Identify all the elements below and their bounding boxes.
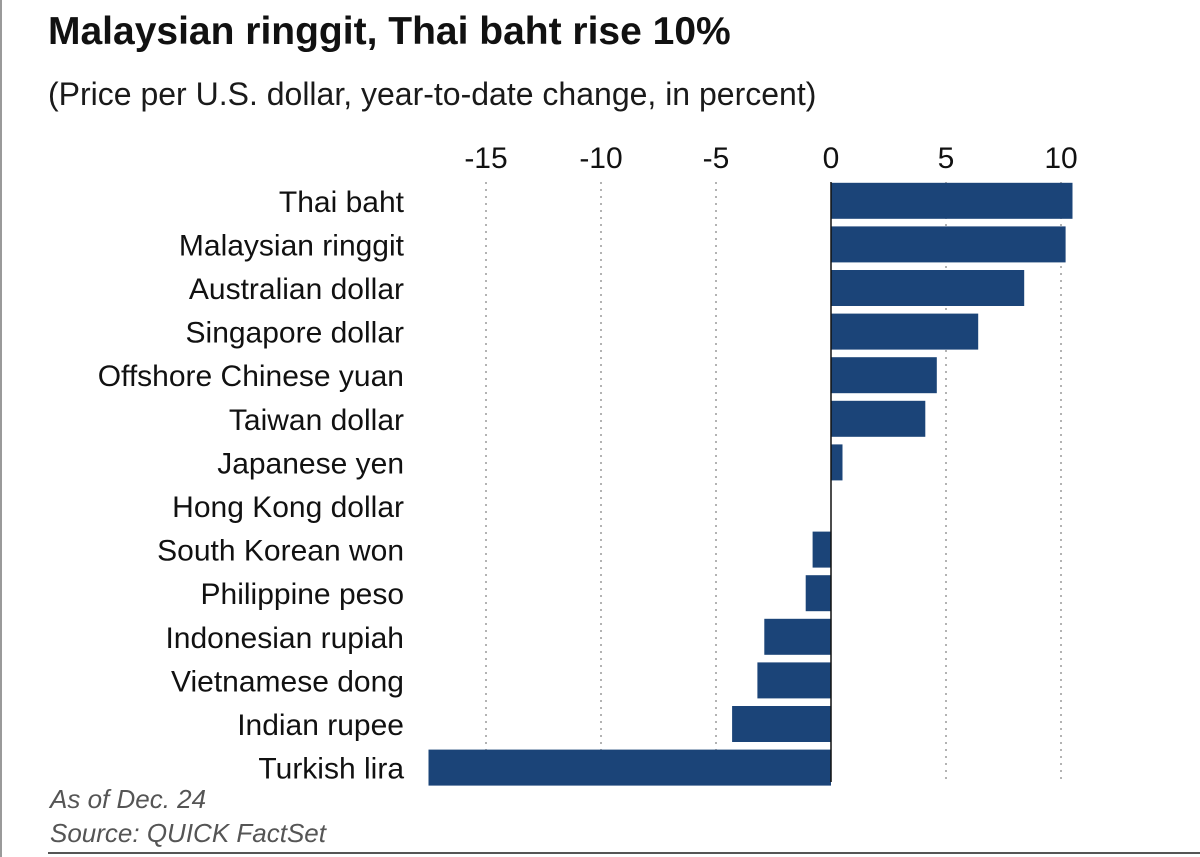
bar xyxy=(812,531,831,568)
category-label: Indonesian rupiah xyxy=(165,622,404,655)
as-of-note: As of Dec. 24 xyxy=(50,784,207,814)
category-label: Indian rupee xyxy=(237,709,404,742)
bar xyxy=(757,662,831,699)
category-label: Turkish lira xyxy=(258,753,404,786)
bar xyxy=(805,575,831,612)
bar xyxy=(831,313,979,350)
category-label: Hong Kong dollar xyxy=(172,491,404,524)
category-label: Offshore Chinese yuan xyxy=(98,360,404,393)
bottom-rule xyxy=(48,852,1200,854)
category-label: Australian dollar xyxy=(189,273,404,306)
chart-subtitle: (Price per U.S. dollar, year-to-date cha… xyxy=(48,76,817,112)
category-label: Japanese yen xyxy=(217,447,404,480)
bar xyxy=(831,444,843,481)
bar xyxy=(831,182,1073,219)
chart-title: Malaysian ringgit, Thai baht rise 10% xyxy=(48,10,731,53)
bar xyxy=(831,400,926,437)
category-label: Taiwan dollar xyxy=(229,404,404,437)
x-tick-label: -10 xyxy=(579,142,622,175)
source-note: Source: QUICK FactSet xyxy=(50,818,326,848)
bar xyxy=(831,226,1066,263)
x-tick-label: 5 xyxy=(938,142,955,175)
bar xyxy=(732,706,831,742)
category-label: South Korean won xyxy=(157,535,404,568)
x-tick-label: -5 xyxy=(703,142,730,175)
bar xyxy=(831,270,1025,306)
x-tick-label: 10 xyxy=(1044,142,1077,175)
left-border xyxy=(0,0,2,857)
category-label: Malaysian ringgit xyxy=(179,229,405,262)
category-label: Vietnamese dong xyxy=(171,665,404,698)
bar xyxy=(831,357,937,394)
bar xyxy=(764,618,831,655)
x-tick-label: 0 xyxy=(823,142,840,175)
bar xyxy=(428,749,831,786)
x-tick-label: -15 xyxy=(464,142,507,175)
category-label: Thai baht xyxy=(279,186,405,219)
category-label: Singapore dollar xyxy=(186,317,404,350)
category-label: Philippine peso xyxy=(201,578,404,611)
